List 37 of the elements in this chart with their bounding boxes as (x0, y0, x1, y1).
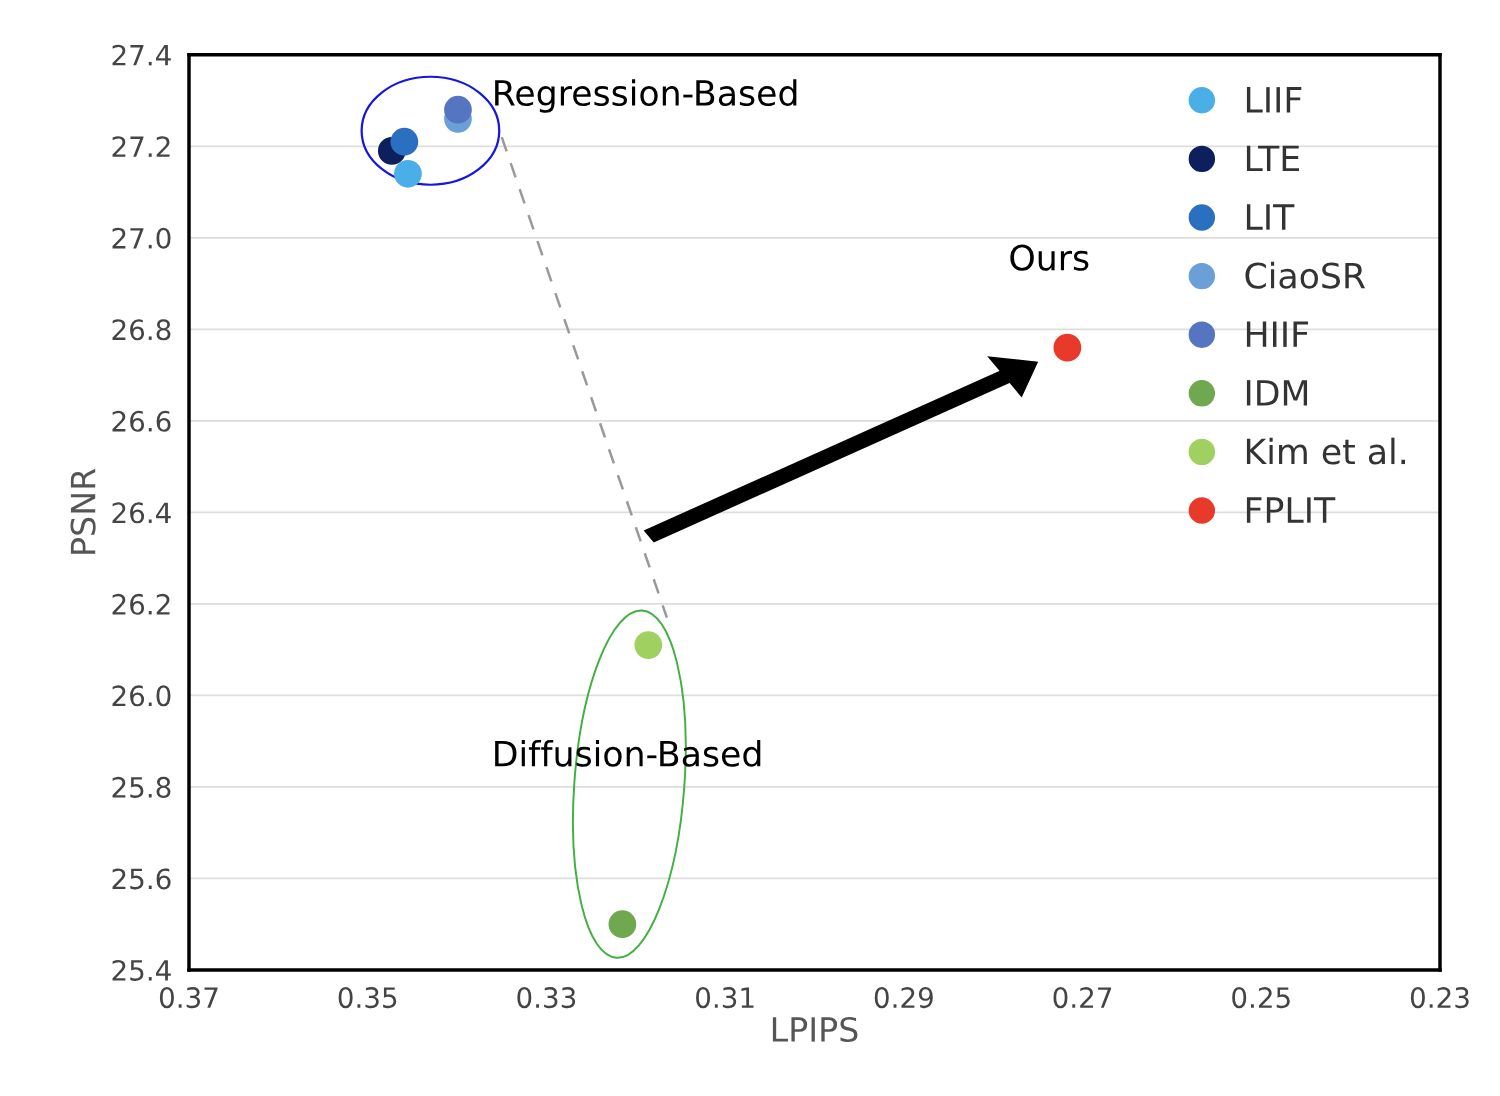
point (1053, 333, 1082, 362)
x-tick-label: 0.37 (159, 987, 218, 1009)
legend-label: LIIF (1246, 87, 1302, 113)
y-tick-label: 27.0 (112, 227, 171, 249)
point (634, 631, 663, 659)
legend-label: CiaoSR (1245, 261, 1366, 289)
legend-label: HIIF (1246, 321, 1309, 347)
point (394, 159, 422, 188)
point (390, 127, 419, 156)
x-tick-label: 0.33 (517, 987, 576, 1009)
y-tick-label: 26.0 (112, 685, 171, 707)
y-tick-label: 27.2 (112, 136, 170, 157)
legend-label: IDM (1246, 380, 1308, 406)
x-tick-label: 0.29 (874, 987, 933, 1009)
x-tick-label: 0.27 (1053, 987, 1112, 1009)
x-axis-title: LPIPS (772, 1016, 858, 1043)
annotation: Ours (1010, 244, 1089, 271)
legend-label: LIT (1246, 204, 1295, 230)
y-tick-label: 27.4 (112, 44, 171, 66)
legend-label: Kim et al. (1246, 437, 1406, 465)
legend-label: FPLIT (1246, 497, 1336, 523)
y-tick-label: 25.8 (112, 776, 171, 798)
x-tick-label: 0.35 (338, 987, 397, 1009)
legend-label: LTE (1246, 145, 1299, 172)
y-tick-label: 26.2 (112, 593, 170, 615)
y-tick-label: 25.4 (112, 959, 171, 981)
x-tick-label: 0.25 (1232, 987, 1290, 1009)
y-tick-label: 26.8 (112, 319, 171, 341)
x-tick-label: 0.23 (1410, 987, 1469, 1009)
y-tick-label: 25.6 (112, 868, 171, 890)
y-tick-label: 26.6 (112, 410, 171, 432)
point (444, 95, 472, 124)
x-tick-label: 0.31 (696, 987, 754, 1009)
y-tick-label: 26.4 (112, 502, 171, 524)
y-axis-title: PSNR (70, 468, 96, 554)
point (608, 910, 637, 939)
annotation: Regression-Based (495, 79, 797, 113)
